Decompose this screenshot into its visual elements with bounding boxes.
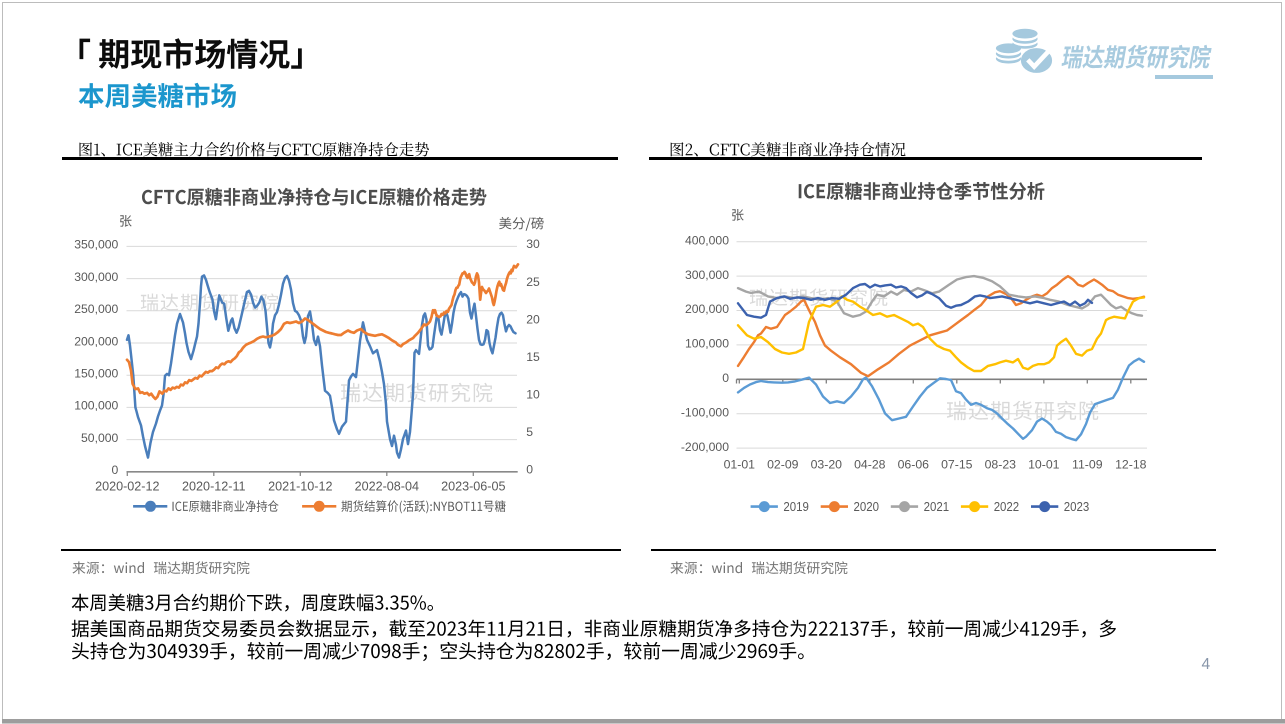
svg-text:100,000: 100,000: [685, 337, 729, 351]
svg-text:02-09: 02-09: [767, 457, 799, 471]
svg-text:200,000: 200,000: [74, 334, 118, 348]
svg-text:01-01: 01-01: [724, 457, 756, 471]
svg-text:0: 0: [526, 463, 533, 477]
svg-text:2022: 2022: [994, 500, 1020, 514]
svg-text:50,000: 50,000: [81, 431, 118, 445]
svg-text:-200,000: -200,000: [681, 440, 729, 454]
svg-text:300,000: 300,000: [685, 268, 729, 282]
svg-text:30: 30: [526, 237, 540, 251]
svg-text:2022-08-04: 2022-08-04: [355, 479, 419, 493]
svg-text:0: 0: [112, 463, 119, 477]
svg-text:-100,000: -100,000: [681, 405, 729, 419]
svg-text:2021: 2021: [924, 500, 950, 514]
svg-text:2020-12-11: 2020-12-11: [182, 479, 246, 493]
svg-text:250,000: 250,000: [74, 302, 118, 316]
svg-text:04-28: 04-28: [854, 457, 886, 471]
svg-text:08-23: 08-23: [985, 457, 1017, 471]
svg-text:11-09: 11-09: [1072, 457, 1103, 471]
svg-text:2023-06-05: 2023-06-05: [441, 479, 505, 493]
svg-text:03-20: 03-20: [811, 457, 843, 471]
svg-text:300,000: 300,000: [74, 270, 118, 284]
svg-text:100,000: 100,000: [74, 399, 118, 413]
svg-text:07-15: 07-15: [941, 457, 973, 471]
svg-text:350,000: 350,000: [74, 238, 118, 252]
svg-text:2021-10-12: 2021-10-12: [268, 479, 332, 493]
svg-text:2019: 2019: [783, 500, 809, 514]
svg-text:150,000: 150,000: [74, 367, 118, 381]
svg-text:5: 5: [526, 425, 533, 439]
svg-text:400,000: 400,000: [685, 233, 729, 247]
svg-text:12-18: 12-18: [1115, 457, 1147, 471]
svg-text:10: 10: [526, 388, 540, 402]
svg-text:20: 20: [526, 312, 540, 326]
svg-text:2020-02-12: 2020-02-12: [95, 479, 159, 493]
svg-text:2023: 2023: [1064, 500, 1090, 514]
svg-text:06-06: 06-06: [898, 457, 930, 471]
svg-text:0: 0: [722, 371, 729, 385]
svg-text:2020: 2020: [854, 500, 880, 514]
svg-text:25: 25: [526, 275, 540, 289]
svg-text:10-01: 10-01: [1028, 457, 1060, 471]
svg-text:200,000: 200,000: [685, 302, 729, 316]
svg-text:15: 15: [526, 350, 540, 364]
